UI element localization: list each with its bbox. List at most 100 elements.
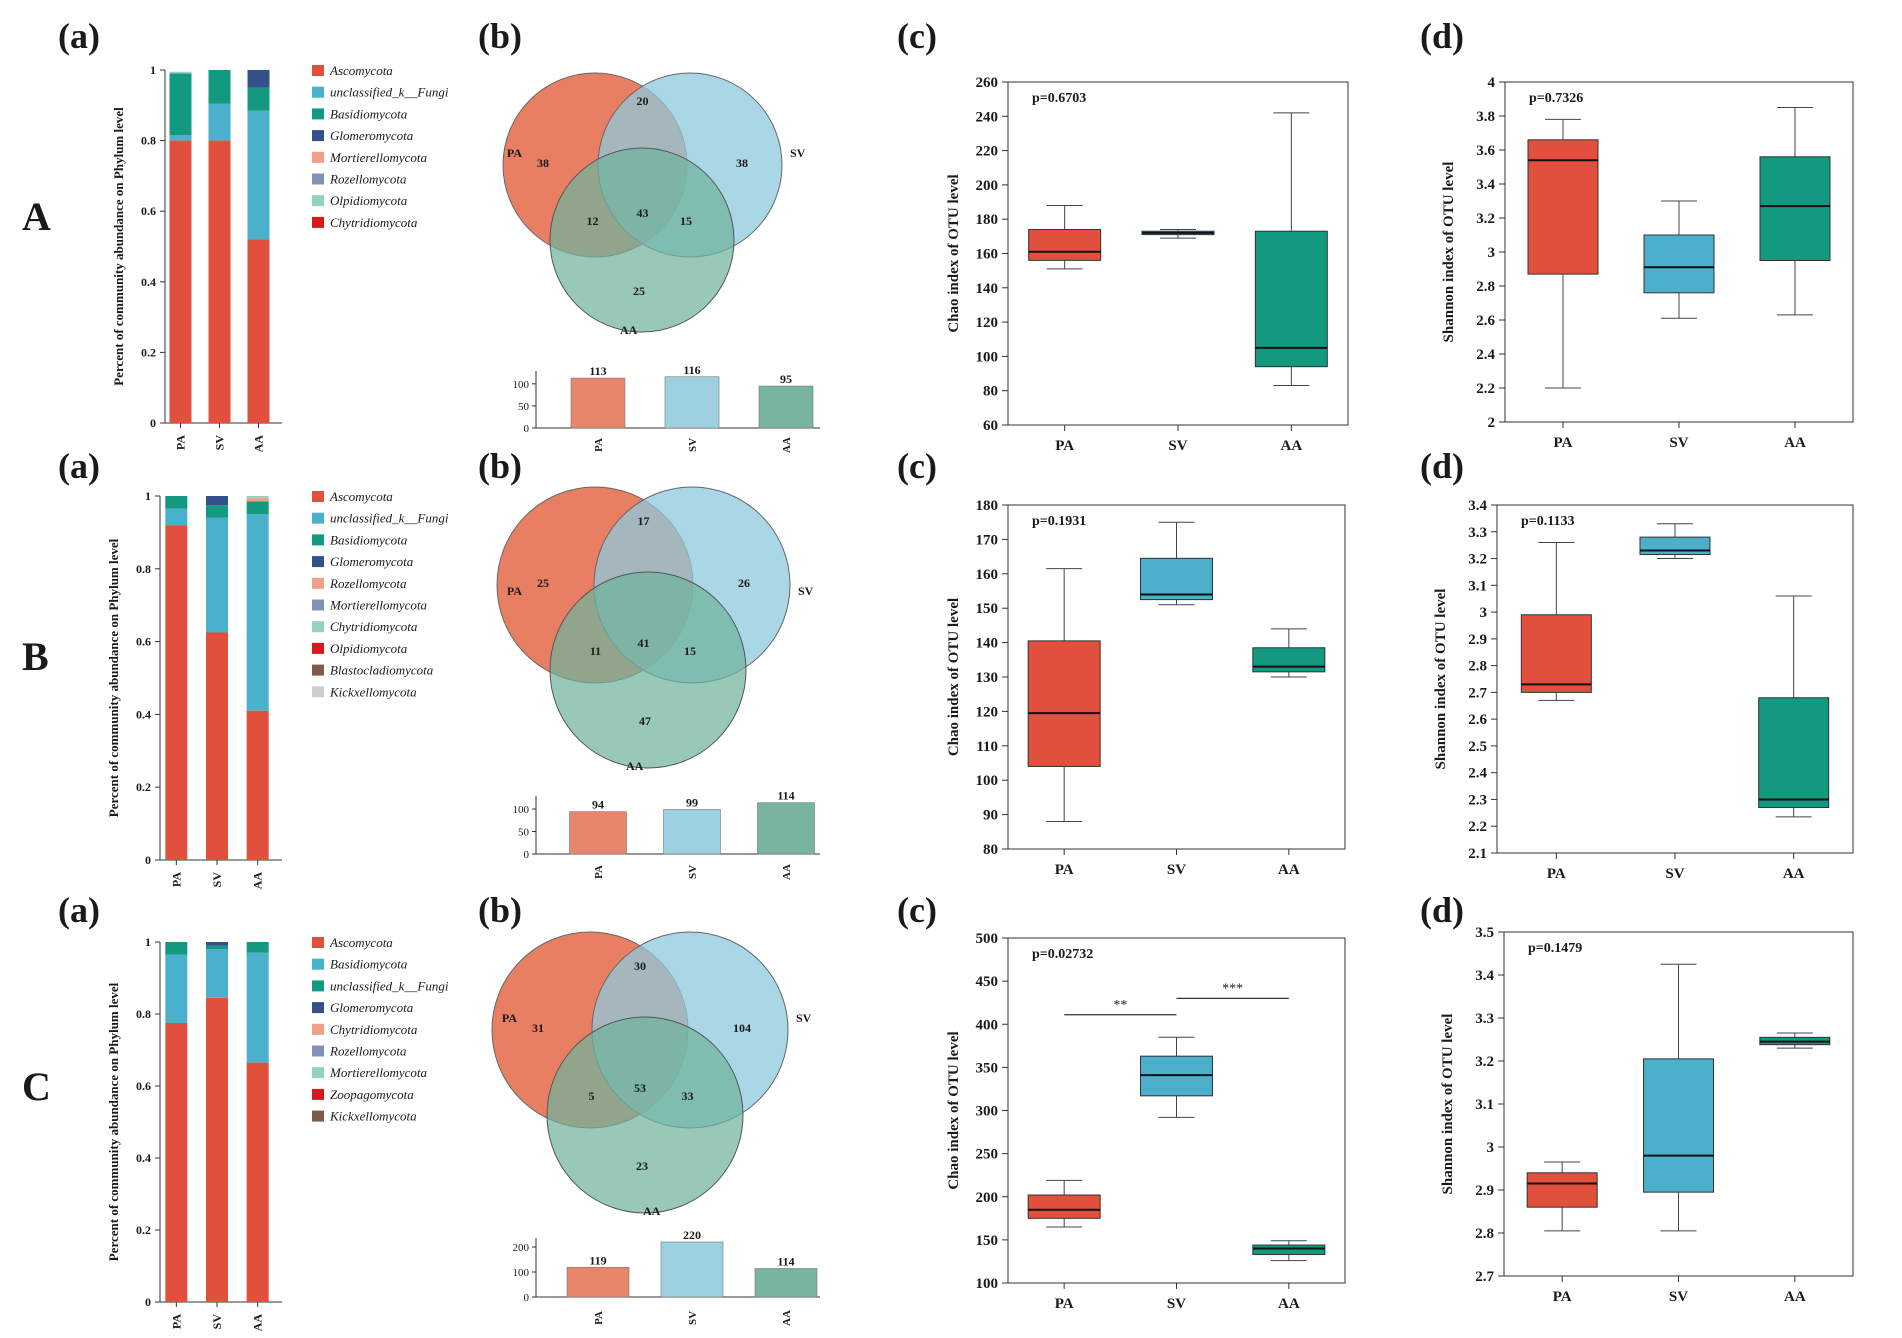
legend-label: Mortierellomycota bbox=[329, 598, 427, 613]
y-tick-label: 2.8 bbox=[1475, 1226, 1494, 1242]
x-tick-label: SV bbox=[1167, 862, 1186, 878]
venn-total-bar bbox=[757, 802, 815, 855]
significance-label: *** bbox=[1222, 981, 1243, 996]
x-tick-label: AA bbox=[1784, 435, 1806, 451]
legend-label: Ascomycota bbox=[329, 489, 393, 504]
x-tick-label: SV bbox=[1167, 1296, 1186, 1312]
y-tick-label: 260 bbox=[976, 75, 999, 91]
y-tick-label: 2.7 bbox=[1475, 1269, 1494, 1285]
y-tick-label: 0.4 bbox=[136, 1151, 151, 1165]
x-tick-label: SV bbox=[213, 435, 227, 451]
venn-total-bar-label: 116 bbox=[683, 363, 700, 377]
y-axis-label: Percent of community abundance on Phylum… bbox=[106, 538, 121, 817]
stack-segment bbox=[169, 73, 192, 136]
y-tick-label: 3 bbox=[1488, 245, 1496, 261]
y-tick-label: 120 bbox=[976, 315, 999, 331]
stack-segment bbox=[165, 954, 188, 1023]
stacked-bar-chart: 0 0.2 0.4 0.6 0.8 1 Percent of community abund… bbox=[106, 935, 449, 1331]
row-label: B bbox=[22, 634, 49, 679]
legend-swatch bbox=[312, 216, 324, 228]
venn-set-label-SV: SV bbox=[790, 146, 806, 160]
y-tick-label: 200 bbox=[976, 178, 999, 194]
venn-total-bar-label: 220 bbox=[683, 1228, 701, 1242]
box bbox=[1759, 156, 1831, 261]
legend-label: Chytridiomycota bbox=[330, 619, 418, 634]
x-tick-label: PA bbox=[1554, 435, 1573, 451]
y-tick-label: 2.8 bbox=[1468, 659, 1487, 675]
panel-label: (c) bbox=[897, 16, 937, 56]
legend-label: Olpidiomycota bbox=[330, 641, 408, 656]
venn-count-SV-only: 104 bbox=[733, 1021, 751, 1035]
bar-y-tick-label: 50 bbox=[518, 401, 530, 413]
x-tick-label: AA bbox=[1278, 862, 1300, 878]
stack-segment bbox=[206, 945, 228, 950]
venn-count-all: 43 bbox=[637, 206, 649, 220]
legend-label: Ascomycota bbox=[329, 63, 393, 78]
y-axis-label: Percent of community abundance on Phylum… bbox=[111, 107, 126, 386]
legend-swatch bbox=[312, 195, 324, 207]
y-tick-label: 0.6 bbox=[136, 1079, 151, 1093]
legend-label: unclassified_k__Fungi bbox=[330, 978, 449, 993]
venn-total-bar bbox=[664, 376, 720, 429]
x-tick-label: AA bbox=[1278, 1296, 1300, 1312]
y-tick-label: 0.2 bbox=[136, 1223, 151, 1237]
venn-set-label-PA: PA bbox=[507, 146, 522, 160]
venn-count-SV-only: 26 bbox=[738, 576, 750, 590]
venn-count-SV-AA: 15 bbox=[680, 214, 692, 228]
bar-y-tick-label: 100 bbox=[513, 1267, 530, 1279]
legend-swatch bbox=[312, 491, 324, 502]
y-tick-label: 2.7 bbox=[1468, 685, 1487, 701]
venn-count-PA-only: 31 bbox=[532, 1021, 544, 1035]
y-tick-label: 80 bbox=[983, 384, 998, 400]
p-value: p=0.6703 bbox=[1032, 91, 1086, 106]
row-label: A bbox=[22, 194, 51, 239]
y-tick-label: 1 bbox=[150, 63, 156, 77]
x-tick-label: SV bbox=[210, 872, 224, 888]
y-tick-label: 90 bbox=[983, 808, 998, 824]
panel-label: (a) bbox=[58, 446, 100, 486]
venn-circle-AA bbox=[549, 571, 747, 769]
panel-label: (b) bbox=[478, 890, 522, 930]
stack-segment bbox=[165, 496, 188, 509]
y-tick-label: 3 bbox=[1480, 605, 1488, 621]
venn-total-bar bbox=[758, 385, 814, 429]
venn-total-bar bbox=[566, 1266, 630, 1298]
venn-count-AA-only: 47 bbox=[639, 714, 651, 728]
y-tick-label: 220 bbox=[976, 144, 999, 160]
y-tick-label: 0.4 bbox=[141, 275, 156, 289]
y-tick-label: 100 bbox=[976, 773, 999, 789]
y-tick-label: 0.2 bbox=[141, 345, 156, 359]
legend-swatch bbox=[312, 1088, 324, 1100]
box bbox=[1254, 230, 1328, 368]
venn-count-all: 41 bbox=[638, 636, 650, 650]
y-tick-label: 60 bbox=[983, 418, 998, 434]
x-tick-label: PA bbox=[1055, 1296, 1074, 1312]
venn-count-PA-AA: 5 bbox=[589, 1089, 595, 1103]
legend-label: Glomeromycota bbox=[330, 1000, 414, 1015]
y-tick-label: 0 bbox=[150, 416, 156, 430]
y-tick-label: 140 bbox=[976, 281, 999, 297]
venn-circle-AA bbox=[549, 147, 735, 333]
legend-swatch bbox=[312, 512, 324, 524]
y-tick-label: 160 bbox=[976, 567, 999, 583]
venn-total-bar-label: 94 bbox=[592, 798, 604, 812]
y-tick-label: 160 bbox=[976, 247, 999, 263]
box bbox=[1527, 139, 1599, 275]
y-tick-label: 3.4 bbox=[1476, 177, 1495, 193]
venn-bar-x-label: AA bbox=[781, 437, 793, 453]
x-tick-label: PA bbox=[1553, 1289, 1572, 1305]
chao-boxplot: 80 90 100 110 120 130 140 150 160 170 180 Chao inde… bbox=[946, 498, 1346, 878]
stack-segment bbox=[246, 497, 269, 502]
venn-bar-x-label: AA bbox=[781, 864, 793, 880]
legend-swatch bbox=[312, 958, 324, 970]
legend-label: Kickxellomycota bbox=[329, 684, 417, 699]
y-tick-label: 2.2 bbox=[1468, 819, 1487, 835]
y-tick-label: 200 bbox=[976, 1190, 999, 1206]
y-tick-label: 120 bbox=[976, 704, 999, 720]
stack-segment bbox=[246, 942, 269, 953]
venn-count-PA-AA: 12 bbox=[587, 214, 599, 228]
venn-count-AA-only: 25 bbox=[633, 284, 645, 298]
legend-swatch bbox=[312, 1002, 324, 1014]
y-tick-label: 2.9 bbox=[1468, 632, 1487, 648]
significance-label: ** bbox=[1113, 998, 1127, 1013]
